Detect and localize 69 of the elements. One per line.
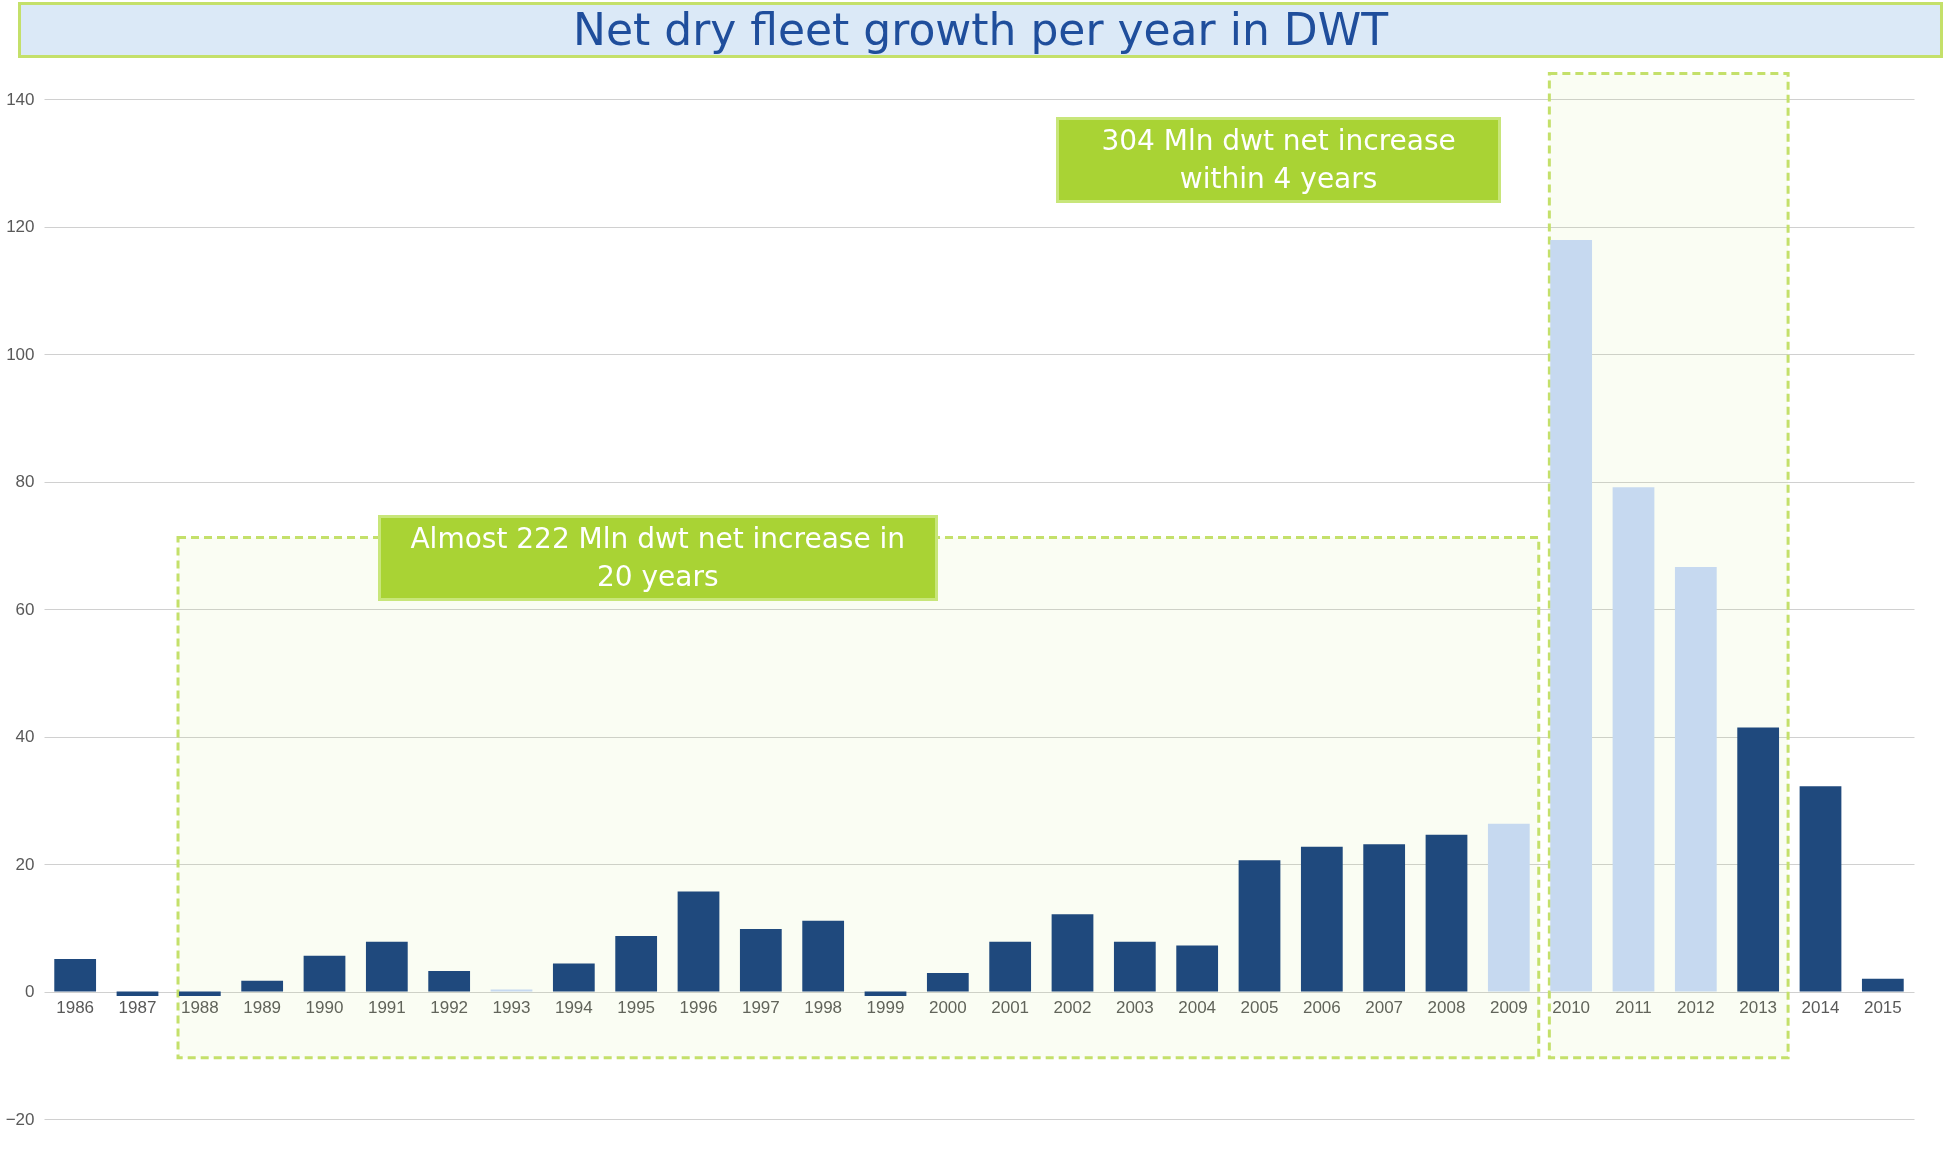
bar: [365, 941, 408, 992]
y-tick-label: 20: [15, 854, 35, 874]
x-tick-label: 2007: [1365, 998, 1404, 1017]
x-tick-label: 2011: [1615, 998, 1652, 1017]
x-tick-label: 1987: [118, 998, 157, 1017]
x-tick-label: 2003: [1115, 998, 1154, 1017]
x-tick-label: 1993: [492, 998, 531, 1017]
y-tick-label: 0: [25, 982, 35, 1001]
y-tick-label: 120: [6, 217, 35, 236]
x-tick-label: 1994: [554, 998, 593, 1017]
x-tick-label: 2004: [1178, 998, 1217, 1017]
bar: [1861, 978, 1904, 992]
x-tick-label: 1997: [741, 998, 780, 1017]
x-tick-label: 2015: [1863, 998, 1902, 1017]
x-tick-label: 2000: [928, 998, 967, 1017]
bar: [1737, 727, 1780, 992]
x-tick-label: 1988: [180, 998, 219, 1017]
x-tick-label: 2006: [1302, 998, 1341, 1017]
bar: [1487, 823, 1530, 992]
x-tick-label: 1991: [367, 998, 406, 1017]
y-tick-label: 140: [6, 89, 35, 109]
y-tick-label: 100: [6, 344, 35, 364]
bar: [1300, 846, 1343, 992]
bar: [802, 920, 845, 992]
x-tick-label: 1986: [56, 998, 95, 1017]
chart-title: Net dry fleet growth per year in DWT: [18, 2, 1943, 58]
bar: [989, 941, 1032, 992]
x-tick-label: 2008: [1427, 998, 1466, 1017]
x-tick-label: 1990: [305, 998, 344, 1017]
x-tick-label: 2014: [1801, 998, 1840, 1017]
bar: [1113, 941, 1156, 992]
bar: [1363, 844, 1406, 992]
bar: [428, 971, 471, 992]
callout-box: 304 Mln dwt net increase within 4 years: [1056, 116, 1502, 203]
x-tick-label: 2010: [1552, 998, 1591, 1017]
bar: [677, 891, 720, 992]
callout-box: Almost 222 Mln dwt net increase in 20 years: [377, 514, 938, 601]
x-tick-label: 1998: [804, 998, 843, 1017]
x-tick-label: 2013: [1739, 998, 1778, 1017]
x-tick-label: 2005: [1240, 998, 1279, 1017]
bar: [1612, 487, 1655, 992]
bar: [54, 958, 97, 992]
bar: [552, 963, 595, 992]
x-tick-label: 1999: [866, 998, 905, 1017]
bar: [739, 929, 782, 992]
x-tick-label: 1995: [617, 998, 656, 1017]
x-tick-label: 2009: [1489, 998, 1528, 1017]
x-tick-label: 2002: [1053, 998, 1092, 1017]
x-tick-label: 2012: [1676, 998, 1715, 1017]
bar: [1238, 860, 1281, 992]
x-tick-label: 2001: [991, 998, 1030, 1017]
y-tick-label: 40: [15, 727, 35, 746]
y-tick-label: −20: [5, 1109, 35, 1129]
y-tick-label: 60: [15, 599, 35, 619]
x-tick-label: 1992: [430, 998, 469, 1017]
bar: [178, 991, 221, 996]
bar: [1550, 239, 1593, 992]
bar: [615, 936, 658, 992]
bar: [1176, 945, 1219, 992]
bar: [1051, 914, 1094, 992]
x-tick-label: 1989: [243, 998, 282, 1017]
bar: [303, 955, 346, 992]
bar: [241, 980, 284, 992]
x-tick-label: 1996: [679, 998, 718, 1017]
bar: [926, 973, 969, 992]
y-tick-label: 80: [15, 472, 35, 491]
bar: [1799, 786, 1842, 992]
bar: [1425, 834, 1468, 992]
bar: [1674, 566, 1717, 992]
